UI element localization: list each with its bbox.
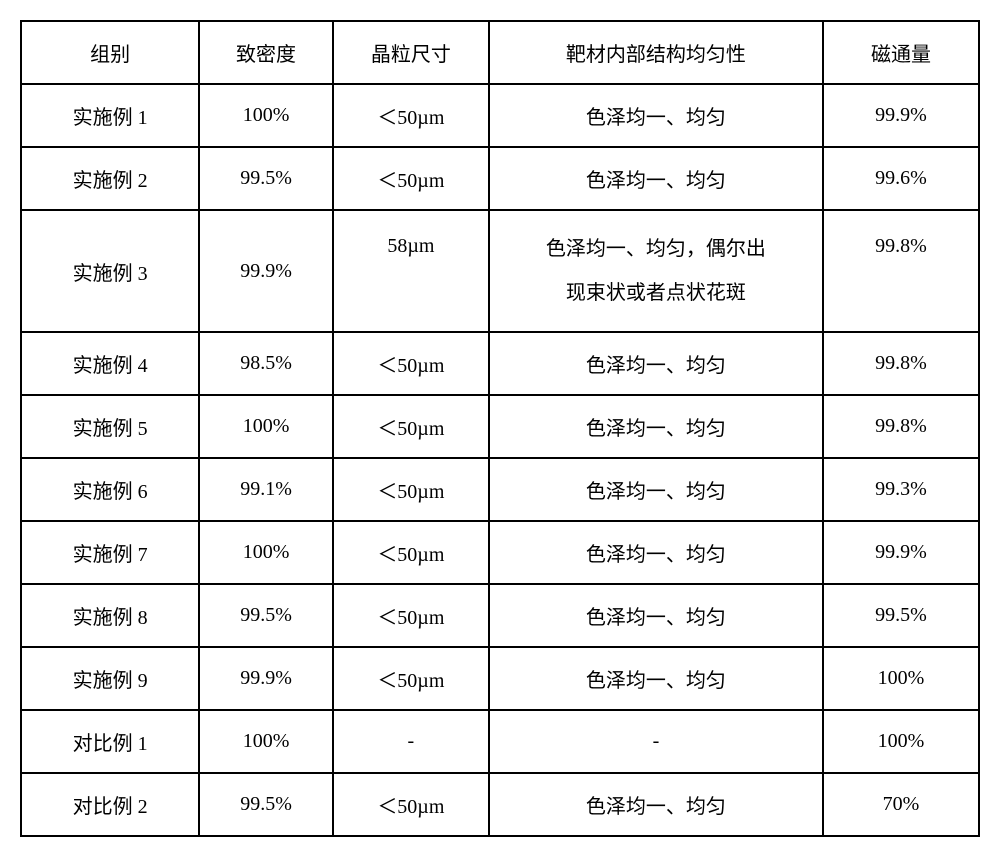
cell-grain: ＜50µm bbox=[333, 773, 489, 836]
table-row: 实施例 2 99.5% ＜50µm 色泽均一、均匀 99.6% bbox=[21, 147, 979, 210]
data-table: 组别 致密度 晶粒尺寸 靶材内部结构均匀性 磁通量 实施例 1 100% ＜50… bbox=[20, 20, 980, 837]
cell-flux: 70% bbox=[823, 773, 979, 836]
cell-group: 实施例 2 bbox=[21, 147, 199, 210]
cell-density: 99.9% bbox=[199, 210, 333, 332]
column-header-density: 致密度 bbox=[199, 21, 333, 84]
cell-density: 99.1% bbox=[199, 458, 333, 521]
cell-structure: 色泽均一、均匀，偶尔出 现束状或者点状花斑 bbox=[489, 210, 823, 332]
cell-structure: 色泽均一、均匀 bbox=[489, 147, 823, 210]
cell-density: 99.9% bbox=[199, 647, 333, 710]
cell-structure: 色泽均一、均匀 bbox=[489, 584, 823, 647]
cell-grain: 58µm bbox=[333, 210, 489, 332]
table-header-row: 组别 致密度 晶粒尺寸 靶材内部结构均匀性 磁通量 bbox=[21, 21, 979, 84]
table-row: 实施例 6 99.1% ＜50µm 色泽均一、均匀 99.3% bbox=[21, 458, 979, 521]
cell-grain: ＜50µm bbox=[333, 332, 489, 395]
cell-grain: ＜50µm bbox=[333, 521, 489, 584]
cell-density: 100% bbox=[199, 710, 333, 773]
cell-grain: ＜50µm bbox=[333, 147, 489, 210]
table-row: 实施例 1 100% ＜50µm 色泽均一、均匀 99.9% bbox=[21, 84, 979, 147]
cell-grain: ＜50µm bbox=[333, 584, 489, 647]
table-row: 实施例 3 99.9% 58µm 色泽均一、均匀，偶尔出 现束状或者点状花斑 9… bbox=[21, 210, 979, 332]
cell-group: 实施例 8 bbox=[21, 584, 199, 647]
cell-structure: 色泽均一、均匀 bbox=[489, 395, 823, 458]
cell-grain: ＜50µm bbox=[333, 84, 489, 147]
table-row: 实施例 5 100% ＜50µm 色泽均一、均匀 99.8% bbox=[21, 395, 979, 458]
table-row: 实施例 8 99.5% ＜50µm 色泽均一、均匀 99.5% bbox=[21, 584, 979, 647]
cell-flux: 100% bbox=[823, 710, 979, 773]
cell-group: 实施例 5 bbox=[21, 395, 199, 458]
cell-group: 实施例 9 bbox=[21, 647, 199, 710]
cell-structure: 色泽均一、均匀 bbox=[489, 521, 823, 584]
cell-flux: 99.8% bbox=[823, 395, 979, 458]
cell-flux: 100% bbox=[823, 647, 979, 710]
cell-group: 实施例 1 bbox=[21, 84, 199, 147]
column-header-structure: 靶材内部结构均匀性 bbox=[489, 21, 823, 84]
column-header-grain: 晶粒尺寸 bbox=[333, 21, 489, 84]
cell-structure: - bbox=[489, 710, 823, 773]
cell-group: 实施例 6 bbox=[21, 458, 199, 521]
table-row: 实施例 4 98.5% ＜50µm 色泽均一、均匀 99.8% bbox=[21, 332, 979, 395]
cell-flux: 99.9% bbox=[823, 84, 979, 147]
cell-group: 实施例 3 bbox=[21, 210, 199, 332]
cell-density: 99.5% bbox=[199, 584, 333, 647]
cell-structure: 色泽均一、均匀 bbox=[489, 773, 823, 836]
table-row: 对比例 2 99.5% ＜50µm 色泽均一、均匀 70% bbox=[21, 773, 979, 836]
table-row: 实施例 7 100% ＜50µm 色泽均一、均匀 99.9% bbox=[21, 521, 979, 584]
cell-group: 对比例 1 bbox=[21, 710, 199, 773]
cell-group: 对比例 2 bbox=[21, 773, 199, 836]
cell-density: 100% bbox=[199, 521, 333, 584]
cell-structure: 色泽均一、均匀 bbox=[489, 647, 823, 710]
table-body: 实施例 1 100% ＜50µm 色泽均一、均匀 99.9% 实施例 2 99.… bbox=[21, 84, 979, 836]
cell-density: 100% bbox=[199, 84, 333, 147]
cell-density: 98.5% bbox=[199, 332, 333, 395]
cell-grain: - bbox=[333, 710, 489, 773]
cell-grain: ＜50µm bbox=[333, 395, 489, 458]
structure-line-2: 现束状或者点状花斑 bbox=[498, 271, 814, 315]
cell-grain: ＜50µm bbox=[333, 458, 489, 521]
cell-flux: 99.5% bbox=[823, 584, 979, 647]
column-header-group: 组别 bbox=[21, 21, 199, 84]
cell-flux: 99.3% bbox=[823, 458, 979, 521]
cell-density: 99.5% bbox=[199, 147, 333, 210]
cell-density: 100% bbox=[199, 395, 333, 458]
cell-density: 99.5% bbox=[199, 773, 333, 836]
cell-grain: ＜50µm bbox=[333, 647, 489, 710]
structure-line-1: 色泽均一、均匀，偶尔出 bbox=[498, 227, 814, 271]
cell-group: 实施例 7 bbox=[21, 521, 199, 584]
cell-structure: 色泽均一、均匀 bbox=[489, 84, 823, 147]
cell-structure: 色泽均一、均匀 bbox=[489, 458, 823, 521]
column-header-flux: 磁通量 bbox=[823, 21, 979, 84]
table-row: 实施例 9 99.9% ＜50µm 色泽均一、均匀 100% bbox=[21, 647, 979, 710]
cell-flux: 99.6% bbox=[823, 147, 979, 210]
cell-structure: 色泽均一、均匀 bbox=[489, 332, 823, 395]
cell-flux: 99.8% bbox=[823, 332, 979, 395]
cell-group: 实施例 4 bbox=[21, 332, 199, 395]
cell-flux: 99.8% bbox=[823, 210, 979, 332]
table-row: 对比例 1 100% - - 100% bbox=[21, 710, 979, 773]
cell-flux: 99.9% bbox=[823, 521, 979, 584]
